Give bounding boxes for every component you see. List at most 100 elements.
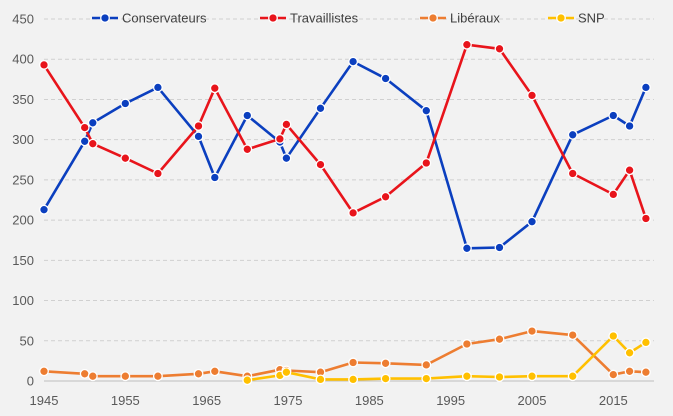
data-point[interactable] [79, 136, 90, 147]
y-tick-label: 400 [12, 52, 34, 67]
data-point[interactable] [281, 153, 292, 164]
data-point[interactable] [567, 129, 578, 140]
data-point[interactable] [640, 82, 651, 93]
data-point[interactable] [348, 56, 359, 67]
x-tick-label: 1995 [436, 393, 465, 408]
data-point[interactable] [640, 337, 651, 348]
data-point[interactable] [527, 90, 537, 101]
data-point[interactable] [87, 117, 98, 128]
data-point[interactable] [608, 189, 619, 200]
legend-marker [268, 13, 278, 23]
data-point[interactable] [87, 138, 98, 149]
data-point[interactable] [39, 59, 49, 70]
legend-label: Conservateurs [122, 11, 207, 26]
data-point[interactable] [567, 330, 578, 341]
x-tick-label: 1955 [111, 393, 140, 408]
data-point[interactable] [242, 375, 253, 386]
legend-item-libéraux[interactable]: Libéraux [420, 11, 500, 26]
data-point[interactable] [348, 207, 359, 218]
data-point[interactable] [152, 82, 163, 93]
data-point[interactable] [274, 133, 285, 144]
data-point[interactable] [380, 73, 391, 84]
data-point[interactable] [380, 191, 391, 202]
y-tick-label: 450 [12, 12, 34, 27]
data-point[interactable] [209, 172, 220, 183]
series-line [246, 334, 648, 382]
data-point[interactable] [461, 371, 472, 382]
x-tick-label: 1975 [274, 393, 303, 408]
data-point[interactable] [87, 371, 98, 382]
data-point[interactable] [209, 366, 220, 377]
data-point[interactable] [193, 131, 204, 142]
legend[interactable]: Conservateurs Travaillistes Libéraux SNP [92, 11, 605, 26]
data-point[interactable] [242, 144, 253, 155]
data-point[interactable] [421, 373, 432, 384]
x-axis: 1945 1955 1965 1975 1985 1995 2005 2015 [30, 393, 628, 408]
legend-item-conservateurs[interactable]: Conservateurs [92, 11, 207, 26]
y-axis: 0 50 100 150 200 250 300 350 400 450 [12, 12, 34, 389]
data-point[interactable] [152, 371, 163, 382]
data-point[interactable] [624, 366, 635, 377]
data-point[interactable] [421, 359, 432, 370]
data-point[interactable] [120, 371, 131, 382]
data-point[interactable] [348, 374, 359, 385]
data-point[interactable] [39, 366, 49, 377]
data-point[interactable] [380, 373, 391, 384]
data-point[interactable] [120, 98, 131, 109]
data-point[interactable] [79, 368, 90, 379]
data-point[interactable] [608, 110, 619, 121]
data-point[interactable] [640, 367, 651, 378]
data-point[interactable] [494, 242, 505, 253]
data-point[interactable] [421, 158, 432, 168]
y-tick-label: 350 [12, 92, 34, 107]
legend-item-snp[interactable]: SNP [548, 11, 605, 26]
data-point[interactable] [380, 358, 391, 369]
data-point[interactable] [152, 168, 163, 179]
data-point[interactable] [281, 119, 292, 130]
data-point[interactable] [39, 204, 49, 215]
series-group [39, 39, 651, 386]
data-point[interactable] [494, 43, 505, 54]
legend-item-travaillistes[interactable]: Travaillistes [260, 11, 359, 26]
data-point[interactable] [640, 213, 651, 224]
data-point[interactable] [624, 121, 635, 131]
series-travaillistes [39, 39, 651, 224]
data-point[interactable] [461, 243, 472, 254]
data-point[interactable] [567, 168, 578, 179]
data-point[interactable] [567, 371, 578, 382]
y-tick-label: 50 [20, 333, 34, 348]
data-point[interactable] [527, 326, 537, 337]
data-point[interactable] [608, 331, 619, 341]
data-point[interactable] [527, 371, 537, 382]
data-point[interactable] [494, 372, 505, 382]
data-point[interactable] [461, 39, 472, 50]
data-point[interactable] [193, 121, 204, 131]
data-point[interactable] [209, 83, 220, 94]
data-point[interactable] [624, 165, 635, 176]
y-tick-label: 0 [27, 374, 34, 389]
y-tick-label: 200 [12, 213, 34, 228]
legend-label: SNP [578, 11, 605, 26]
data-point[interactable] [461, 339, 472, 349]
data-point[interactable] [281, 367, 292, 378]
y-tick-label: 250 [12, 172, 34, 187]
x-tick-label: 1985 [355, 393, 384, 408]
data-point[interactable] [193, 368, 204, 379]
data-point[interactable] [421, 105, 432, 116]
legend-marker [100, 13, 110, 23]
data-point[interactable] [242, 110, 253, 121]
data-point[interactable] [79, 122, 90, 133]
data-point[interactable] [348, 357, 359, 368]
data-point[interactable] [608, 369, 619, 380]
data-point[interactable] [527, 216, 537, 227]
data-point[interactable] [315, 159, 326, 170]
series-snp [242, 331, 651, 386]
data-point[interactable] [624, 347, 635, 358]
data-point[interactable] [120, 153, 131, 164]
data-point[interactable] [315, 103, 326, 114]
data-point[interactable] [315, 374, 326, 385]
legend-label: Libéraux [450, 11, 500, 26]
data-point[interactable] [494, 334, 505, 345]
